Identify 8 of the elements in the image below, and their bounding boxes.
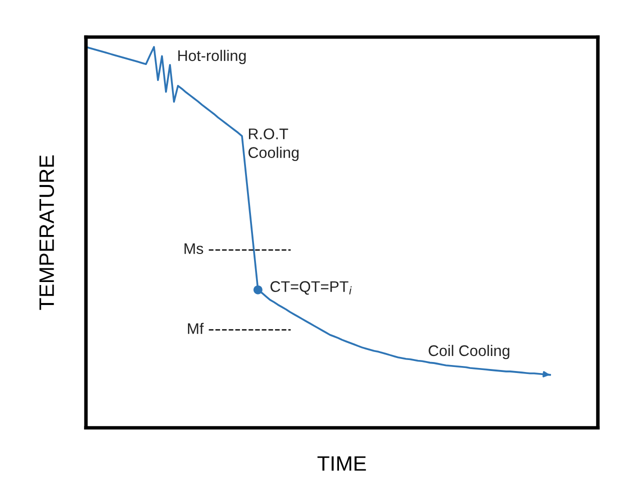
y-axis-title: TEMPERATURE (40, 155, 54, 310)
annotation: R.O.T Cooling (248, 128, 299, 162)
annotation: CT=QT=PT$_{i}$ (270, 281, 352, 295)
ref-line-label: Ms (184, 243, 204, 254)
annotation: Hot-rolling (178, 50, 246, 64)
annotation: Coil Cooling (428, 344, 510, 360)
ref-line-label: Mf (188, 322, 204, 334)
x-axis-title: TIME (318, 456, 366, 471)
